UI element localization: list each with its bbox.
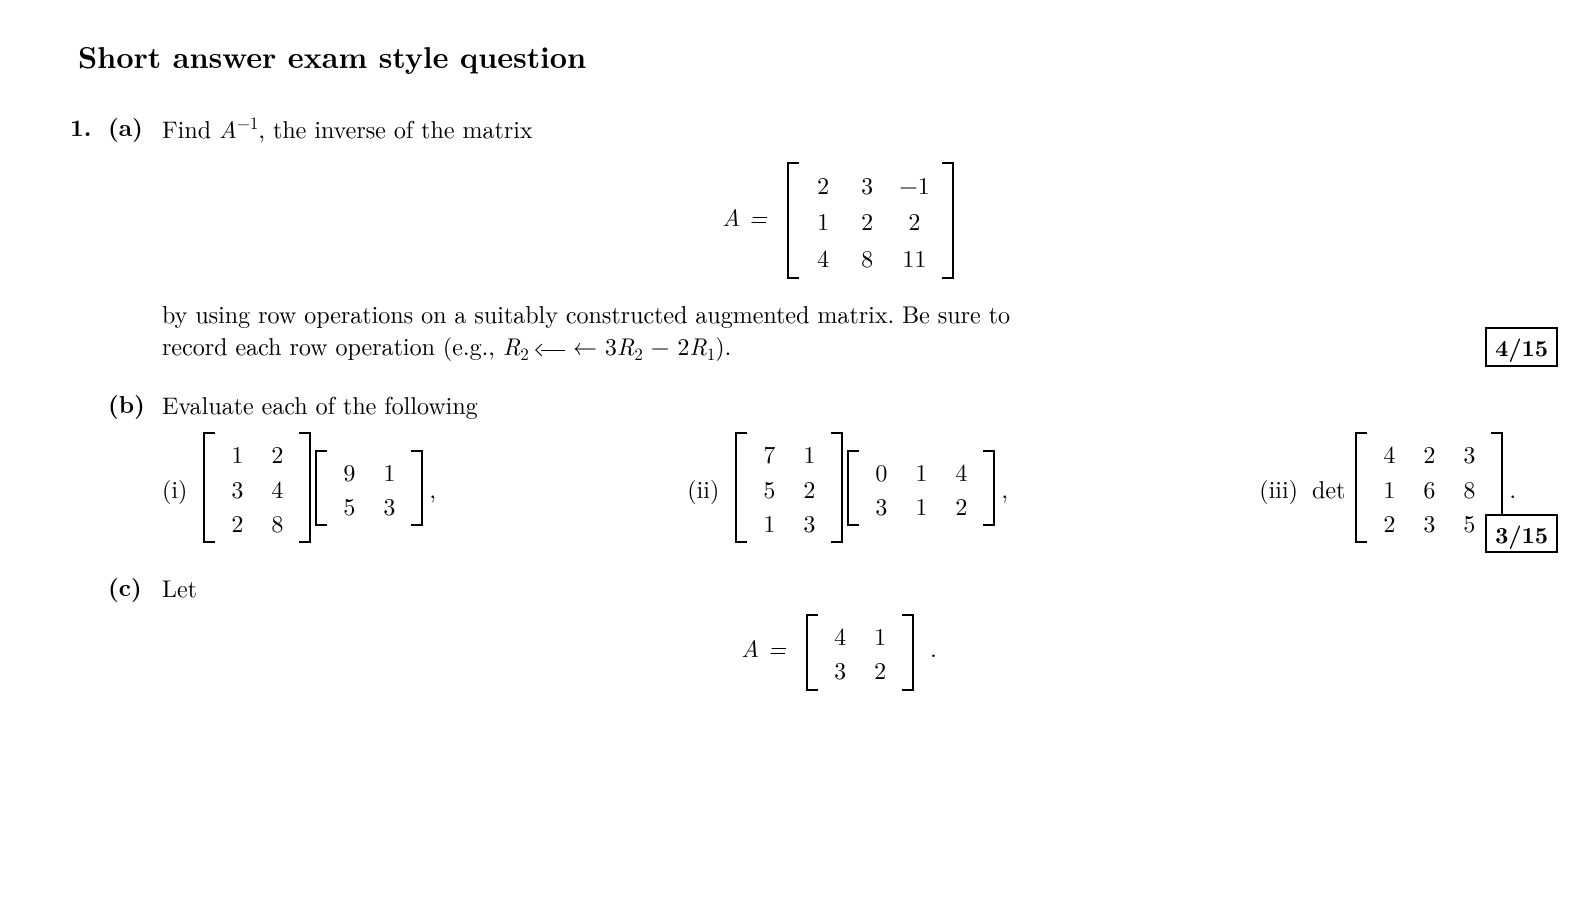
comma-ii: , xyxy=(1001,472,1008,504)
question-1: 1. (a) Find A−1, the inverse of the matr… xyxy=(70,111,1516,719)
part-a-tail-line1: by using row operations on a suitably co… xyxy=(162,297,1516,329)
part-b-ii: (ii) 71 52 13 014 312 xyxy=(687,432,1008,543)
part-b-intro: Evaluate each of the following xyxy=(162,388,1516,420)
part-b: (b) Evaluate each of the following (i) 1… xyxy=(108,388,1516,544)
matrix-b-i-1: 12 34 28 xyxy=(203,432,311,543)
matrix-c: 41 32 xyxy=(806,614,914,691)
matrix-c-display: A = 41 32 . xyxy=(162,614,1516,691)
part-a-label: (a) xyxy=(108,111,162,143)
part-c: (c) Let A = 41 32 . xyxy=(108,571,1516,708)
superscript-inverse: −1 xyxy=(237,110,258,134)
question-number: 1. xyxy=(70,111,108,143)
left-arrow-icon xyxy=(537,338,565,362)
part-b-iii: (iii) det 423 168 235 . xyxy=(1259,432,1516,543)
sub-label-iii: (iii) xyxy=(1259,472,1298,504)
det-label: det xyxy=(1312,472,1345,504)
period-c: . xyxy=(930,630,937,664)
part-a-intro-post: , the inverse of the matrix xyxy=(258,111,532,145)
matrix-b-i-2: 91 53 xyxy=(315,450,423,527)
matrix-b-iii: 423 168 235 xyxy=(1355,432,1503,543)
part-b-label: (b) xyxy=(108,388,162,420)
part-a: (a) Find A−1, the inverse of the matrix … xyxy=(108,111,1516,366)
comma-i: , xyxy=(429,472,436,504)
matrix-A: 23−1 122 4811 xyxy=(787,162,954,279)
score-badge-a: 4/15 xyxy=(1485,327,1558,366)
score-badge-b: 3/15 xyxy=(1485,514,1558,553)
matrix-b-ii-2: 014 312 xyxy=(847,450,995,527)
part-b-i: (i) 12 34 28 91 53 xyxy=(162,432,436,543)
matrix-b-ii-1: 71 52 13 xyxy=(735,432,843,543)
symbol-A: A xyxy=(219,111,237,145)
matrix-A-display: A = 23−1 122 4811 xyxy=(162,162,1516,279)
matrix-c-lhs: A = xyxy=(741,630,786,664)
sub-label-ii: (ii) xyxy=(687,472,719,504)
part-c-intro: Let xyxy=(162,570,197,604)
matrix-A-lhs: A = xyxy=(722,199,767,233)
section-title: Short answer exam style question xyxy=(78,36,1516,77)
part-a-tail-line2-pre: record each row operation (e.g., xyxy=(162,328,503,362)
part-a-intro-pre: Find xyxy=(162,111,219,145)
part-c-label: (c) xyxy=(108,571,162,603)
sub-label-i: (i) xyxy=(162,472,187,504)
period-iii: . xyxy=(1509,472,1516,504)
